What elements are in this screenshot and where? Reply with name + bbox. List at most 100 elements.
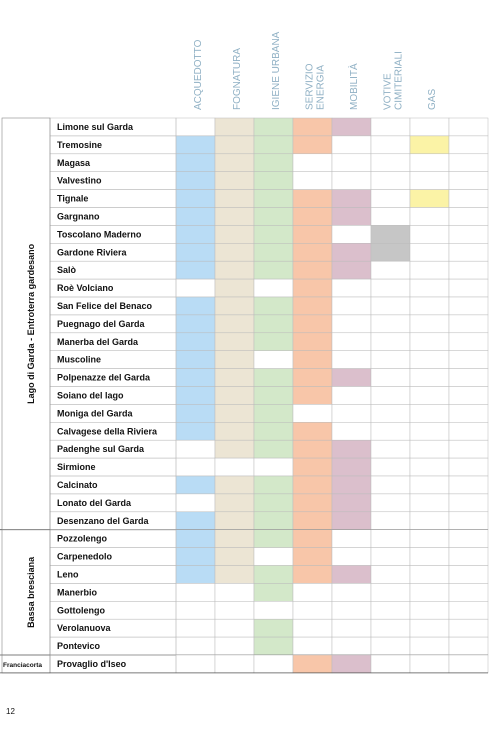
cell [409, 386, 450, 405]
cell [331, 636, 372, 656]
cell [292, 314, 333, 334]
cell [214, 547, 255, 566]
municipality: Muscoline [57, 355, 101, 365]
column-header: CIMITERIALI [394, 51, 405, 110]
cell [214, 117, 255, 137]
cell [214, 278, 255, 298]
cell [448, 457, 489, 477]
cell [292, 475, 333, 495]
cell [292, 636, 333, 656]
cell [448, 135, 489, 155]
municipality: Provaglio d'Iseo [57, 659, 127, 669]
cell [175, 296, 216, 316]
cell [409, 475, 450, 495]
cell [370, 475, 411, 495]
cell [448, 350, 489, 369]
cell [214, 529, 255, 548]
municipality: Calcinato [57, 480, 98, 490]
cell [214, 135, 255, 155]
cell [409, 207, 450, 226]
cell [370, 439, 411, 459]
cell [448, 225, 489, 244]
cell [292, 189, 333, 208]
cell [370, 511, 411, 530]
cell [253, 368, 294, 387]
cell [292, 583, 333, 602]
group-label: Franciacorta [3, 662, 42, 669]
cell [448, 314, 489, 334]
cell [292, 153, 333, 172]
cell [253, 601, 294, 620]
cell [331, 117, 372, 137]
cell [370, 243, 411, 262]
cell [292, 135, 333, 155]
cell [214, 207, 255, 226]
cell [331, 529, 372, 548]
cell [214, 457, 255, 477]
cell [370, 636, 411, 656]
cell [292, 529, 333, 548]
municipality: Gottolengo [57, 605, 105, 615]
cell [331, 601, 372, 620]
cell [292, 117, 333, 137]
cell [448, 404, 489, 423]
cell [175, 457, 216, 477]
group-label: Lago di Garda - Entroterra gardesano [26, 243, 36, 404]
cell [409, 654, 450, 674]
cell [214, 260, 255, 280]
cell [214, 493, 255, 513]
column-header: FOGNATURA [232, 48, 243, 110]
cell [214, 314, 255, 334]
cell [370, 618, 411, 638]
cell [292, 547, 333, 566]
cell [370, 601, 411, 620]
cell [175, 529, 216, 548]
cell [448, 386, 489, 405]
cell [448, 511, 489, 530]
cell [409, 636, 450, 656]
cell [331, 583, 372, 602]
group-label: Bassa bresciana [26, 556, 36, 628]
cell [253, 135, 294, 155]
cell [253, 225, 294, 244]
cell [253, 314, 294, 334]
cell [370, 225, 411, 244]
cell [292, 332, 333, 351]
cell [292, 171, 333, 190]
cell [409, 368, 450, 387]
cell [331, 189, 372, 208]
cell [214, 618, 255, 638]
cell [292, 565, 333, 584]
cell [331, 547, 372, 566]
cell [214, 583, 255, 602]
municipality: Moniga del Garda [57, 408, 134, 418]
cell [253, 654, 294, 674]
cell [409, 296, 450, 316]
municipality: Manerbio [57, 587, 98, 597]
cell [448, 207, 489, 226]
cell [448, 565, 489, 584]
cell [370, 350, 411, 369]
cell [370, 583, 411, 602]
municipality: Limone sul Garda [57, 122, 134, 132]
cell [409, 422, 450, 441]
cell [175, 135, 216, 155]
cell [409, 511, 450, 530]
cell [253, 547, 294, 566]
cell [331, 475, 372, 495]
cell [409, 153, 450, 172]
cell [448, 601, 489, 620]
cell [214, 386, 255, 405]
cell [331, 457, 372, 477]
cell [409, 278, 450, 298]
cell [448, 475, 489, 495]
cell [214, 422, 255, 441]
cell [175, 601, 216, 620]
cell [331, 350, 372, 369]
cell [292, 386, 333, 405]
cell [253, 583, 294, 602]
cell [175, 350, 216, 369]
cell [175, 636, 216, 656]
cell [331, 153, 372, 172]
cell [175, 654, 216, 674]
